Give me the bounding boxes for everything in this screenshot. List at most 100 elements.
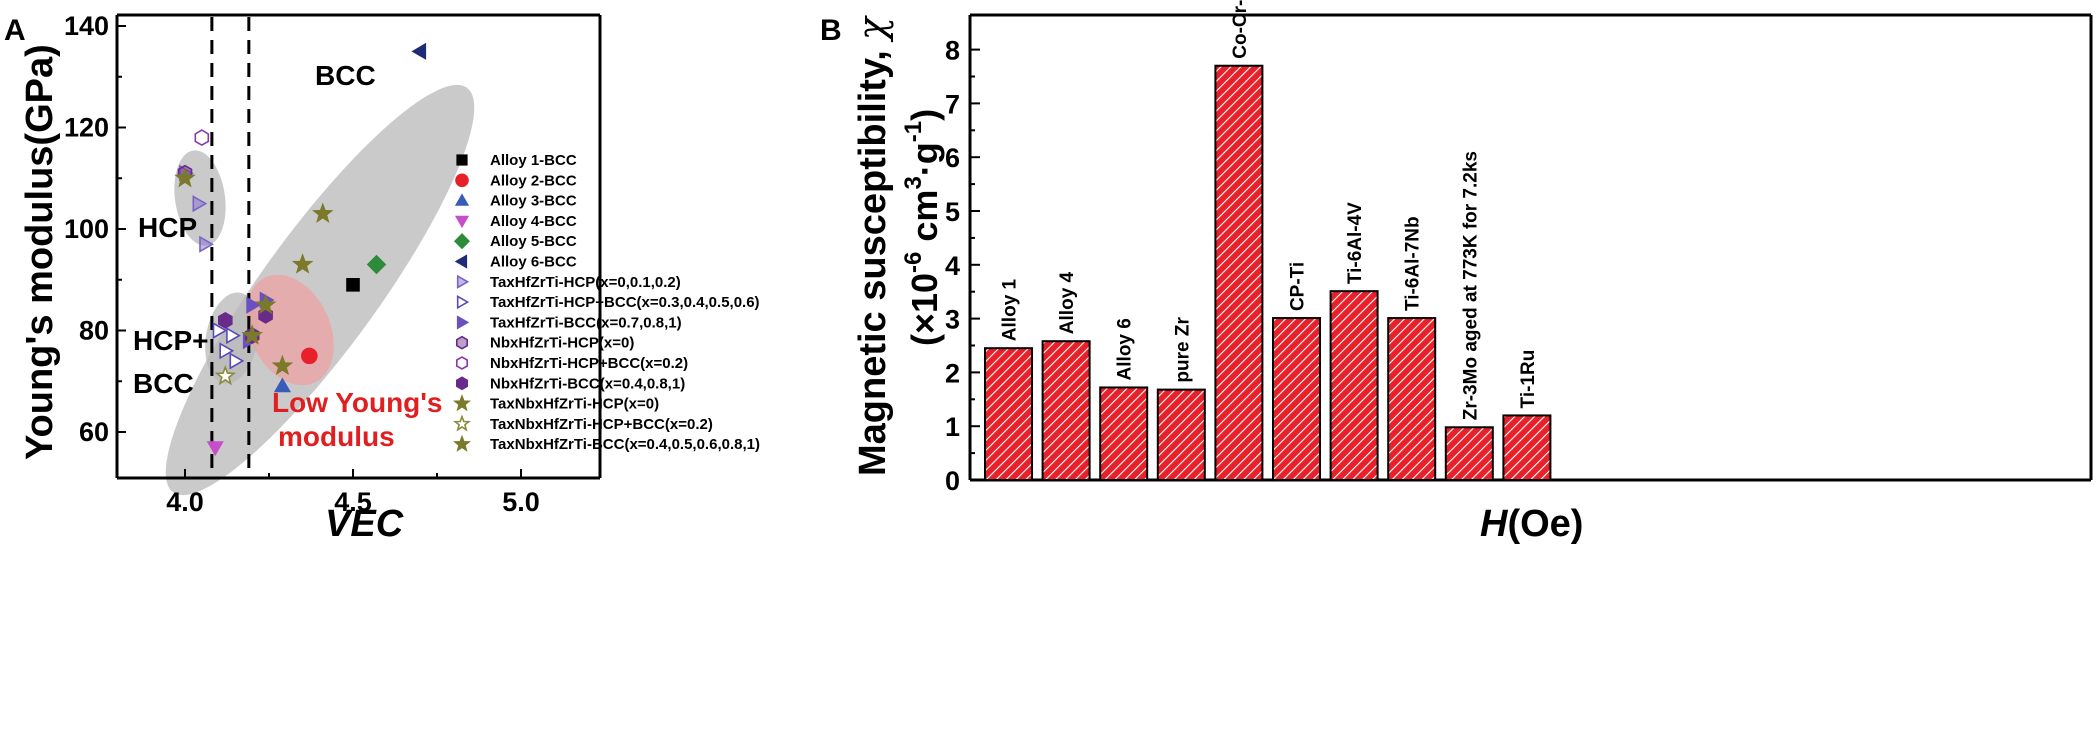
bcc-label: BCC: [315, 60, 376, 91]
legend-label: Alloy 2-BCC: [490, 172, 577, 189]
legend-label: Alloy 4-BCC: [490, 213, 577, 230]
a-y-tick-label: 120: [64, 113, 109, 143]
b-ticks: 0 1 2 3 4 5 6 7 8: [945, 36, 980, 496]
legend-label: NbxHfZrTi-BCC(x=0.4,0.8,1): [490, 375, 685, 392]
b-y-tick-label: 0: [945, 466, 960, 496]
data-point: [212, 322, 228, 339]
data-point: [206, 441, 224, 457]
b-y-units-mid: cm: [904, 190, 945, 252]
panel-a-letter: A: [4, 14, 26, 47]
data-point: [346, 278, 360, 292]
legend-label: Alloy 6-BCC: [490, 254, 577, 271]
b-y-tick-label: 5: [945, 197, 960, 227]
a-legend: Alloy 1-BCC Alloy 2-BCC Alloy 3-BCC Alloy 4…: [453, 152, 760, 453]
legend-label: Alloy 1-BCC: [490, 152, 577, 169]
bar-label: CP-Ti: [1288, 262, 1309, 311]
legend-marker: [455, 335, 469, 350]
hcp-bcc-label-2: BCC: [133, 368, 194, 399]
legend-label: TaxHfZrTi-BCC(x=0.7,0.8,1): [490, 314, 682, 331]
b-y-units-dot: ·g: [904, 142, 945, 176]
a-y-tick-label: 60: [79, 417, 109, 447]
b-y-tick-label: 6: [945, 143, 960, 173]
data-point: [271, 354, 294, 376]
data-point: [241, 324, 263, 345]
bar: [1387, 317, 1437, 482]
bar-label: Alloy 1: [1000, 278, 1021, 341]
legend-marker: [454, 193, 470, 206]
b-y-tick-label: 7: [945, 89, 960, 119]
data-point: [229, 352, 245, 370]
bar-label: Ti-6Al-4V: [1345, 202, 1366, 284]
b-y-tick-label: 3: [945, 305, 960, 335]
legend-label: TaxHfZrTi-HCP+BCC(x=0.3,0.4,0.5,0.6): [490, 294, 760, 311]
legend-marker: [453, 394, 471, 412]
b-y-tick-label: 8: [945, 36, 960, 66]
data-point: [174, 167, 196, 188]
bar: [984, 347, 1033, 481]
bar-label: Alloy 6: [1115, 318, 1136, 380]
legend-marker: [455, 356, 469, 370]
a-x-tick-label: 5.0: [502, 487, 540, 517]
data-point: [199, 235, 215, 253]
legend-marker: [453, 434, 471, 452]
data-point: [291, 253, 314, 274]
b-y-title-text: Magnetic susceptibility,: [852, 50, 894, 476]
data-point: [226, 327, 241, 345]
bar: [1272, 317, 1321, 482]
bar-label: Ti-6Al-7Nb: [1403, 216, 1424, 311]
bar-label: Co-Cr-Mo: [1230, 0, 1251, 59]
hcp-bcc-label-1: HCP+: [133, 325, 208, 356]
legend-label: NbxHfZrTi-HCP(x=0): [490, 335, 634, 352]
a-vlines: [210, 17, 251, 476]
legend-marker: [453, 414, 471, 432]
bar: [1444, 426, 1494, 481]
legend-label: TaxHfZrTi-HCP(x=0,0.1,0.2): [490, 274, 681, 291]
b-y-title-main: Magnetic susceptibility, χ: [850, 15, 894, 476]
data-point: [219, 342, 235, 360]
a-y-tick-label: 140: [64, 11, 109, 41]
b-y-title-units: (×10-6 cm3·g-1): [900, 109, 945, 346]
data-point: [246, 296, 262, 314]
b-x-title-italic: H: [1480, 503, 1509, 545]
bcc-region: [165, 84, 475, 496]
data-point: [194, 129, 210, 147]
bar: [1156, 388, 1206, 481]
data-point: [312, 202, 334, 224]
b-y-units-exp3: -1: [900, 121, 927, 142]
legend-marker: [456, 154, 468, 166]
b-y-units-exp2: 3: [900, 176, 927, 189]
bar-label: Zr-3Mo aged at 773K for 7.2ks: [1460, 151, 1481, 420]
a-y-tick-label: 80: [79, 316, 109, 346]
b-y-tick-label: 1: [945, 412, 960, 442]
legend-marker: [455, 173, 469, 188]
bar-label: Alloy 4: [1057, 271, 1078, 334]
bar: [1041, 340, 1091, 482]
a-x-axis-title: VEC: [325, 503, 404, 545]
low-modulus-label-1: Low Young's: [272, 387, 443, 418]
legend-label: Alloy 5-BCC: [490, 233, 577, 250]
data-point: [214, 364, 237, 386]
bar: [1502, 414, 1552, 481]
legend-label: TaxNbxHfZrTi-BCC(x=0.4,0.5,0.6,0.8,1): [490, 436, 760, 453]
region-shapes: [165, 84, 475, 496]
legend-marker: [454, 254, 468, 269]
data-point: [411, 42, 427, 60]
a-points: [174, 42, 427, 457]
a-x-tick-label: 4.0: [166, 487, 204, 517]
b-y-tick-label: 2: [945, 358, 960, 388]
bar-label: pure Zr: [1172, 317, 1193, 383]
legend-marker: [454, 215, 470, 229]
b-y-units-close: ): [904, 109, 945, 121]
data-point: [301, 347, 318, 365]
b-bars: Alloy 1 Alloy 4 Alloy 6 pure Zr Co-Cr-Mo CP-T…: [984, 0, 1552, 482]
legend-marker: [455, 376, 469, 391]
a-y-axis-title: Young's modulus(GPa): [19, 44, 61, 460]
data-point: [254, 293, 277, 315]
low-modulus-label-2: modulus: [278, 421, 395, 452]
data-point: [273, 377, 291, 393]
bar: [1329, 290, 1379, 481]
legend-marker: [456, 295, 470, 310]
bar: [1214, 64, 1264, 482]
legend-label: Alloy 3-BCC: [490, 193, 577, 210]
bar: [1099, 386, 1149, 481]
